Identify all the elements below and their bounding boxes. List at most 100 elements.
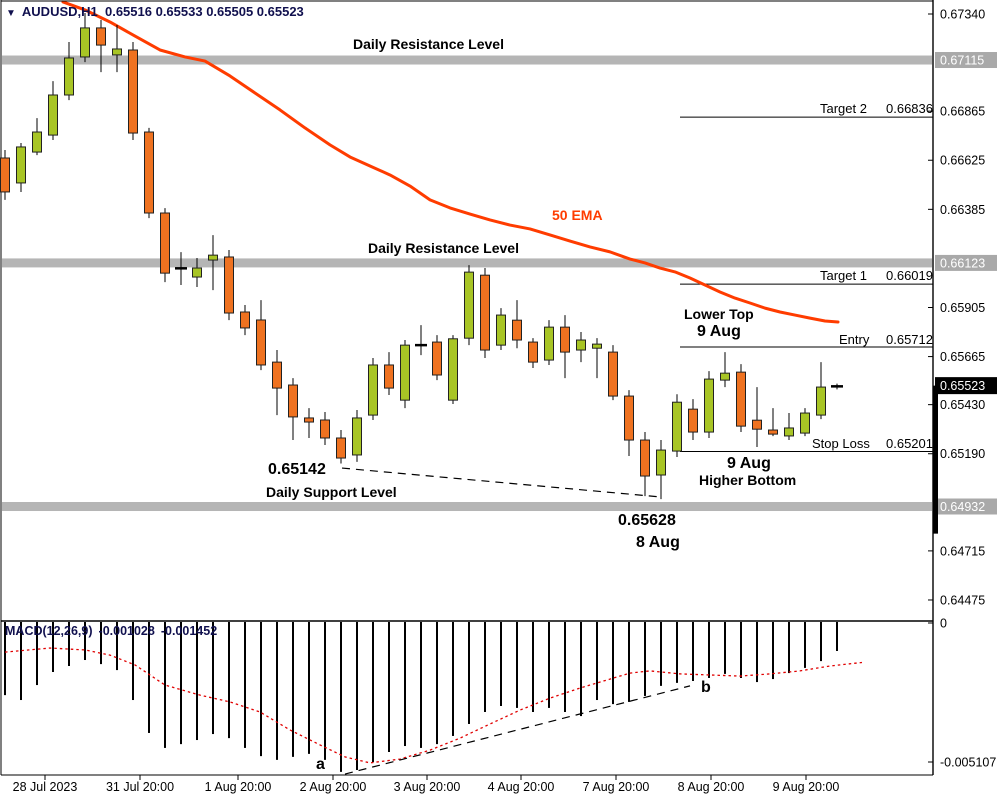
ema-50-line <box>61 0 840 324</box>
bear-candle <box>304 417 314 423</box>
price-axis-label: 0.64475 <box>940 593 985 607</box>
bear-candle <box>128 49 138 134</box>
bull-candle <box>448 338 458 401</box>
price-axis-label: 0.65905 <box>940 301 985 315</box>
bull-candle <box>672 401 682 452</box>
bull-candle <box>415 343 427 347</box>
bear-candle <box>320 419 330 439</box>
bear-candle <box>0 157 10 193</box>
band-price-chip-label: 0.64932 <box>940 500 985 514</box>
chart-title-bar: ▼ AUDUSD,H1 0.65516 0.65533 0.65505 0.655… <box>6 4 304 19</box>
resistance-support-band <box>2 55 932 65</box>
bull-candle <box>352 417 362 456</box>
price-axis-label: 0.64715 <box>940 544 985 558</box>
bull-candle <box>464 271 474 339</box>
bull-candle <box>192 267 202 278</box>
time-axis-label: 7 Aug 20:00 <box>583 780 650 794</box>
bull-candle <box>831 385 843 388</box>
bear-candle <box>432 341 442 376</box>
bear-candle <box>384 364 394 389</box>
symbol-title: AUDUSD,H1 <box>21 4 98 19</box>
axis-marker-bar <box>933 385 938 534</box>
price-divergence-trendline <box>341 467 663 498</box>
bull-candle <box>576 339 586 351</box>
current-price-chip <box>935 377 997 395</box>
bull-candle <box>400 344 410 401</box>
time-axis-label: 31 Jul 20:00 <box>106 780 174 794</box>
price-axis-label: 0.65665 <box>940 350 985 364</box>
bull-candle <box>48 94 58 136</box>
bear-candle <box>608 351 618 397</box>
bear-candle <box>175 267 187 270</box>
time-axis-label: 28 Jul 2023 <box>13 780 78 794</box>
macd-histogram <box>4 622 838 772</box>
band-price-chip-label: 0.66123 <box>940 256 985 270</box>
bear-candle <box>736 371 746 427</box>
bear-candle <box>288 384 298 418</box>
bull-candle <box>80 27 90 58</box>
time-axis-label: 3 Aug 20:00 <box>394 780 461 794</box>
macd-indicator-readout: MACD(12,26,9) -0.001028 -0.001452 <box>5 624 223 638</box>
bear-candle <box>640 439 650 477</box>
band-price-chip <box>935 52 997 69</box>
bear-candle <box>512 319 522 341</box>
macd-signal-value: -0.001452 <box>160 624 218 638</box>
bull-candle <box>704 378 714 433</box>
bear-candle <box>480 274 490 351</box>
bull-candle <box>656 449 666 476</box>
price-axis-label: 0.65430 <box>940 398 985 412</box>
price-axis-label: 0.67340 <box>940 8 985 22</box>
bull-candle <box>32 131 42 153</box>
bull-candle <box>64 57 74 96</box>
bear-candle <box>96 27 106 46</box>
macd-divergence-trendline <box>344 685 691 775</box>
bear-candle <box>768 429 778 435</box>
macd-name: MACD(12,26,9) <box>5 624 93 638</box>
current-price-chip-label: 0.65523 <box>940 379 985 393</box>
bear-candle <box>240 311 250 329</box>
resistance-support-band <box>2 502 932 512</box>
price-axis-label: 0.66625 <box>940 154 985 168</box>
bear-candle <box>752 419 762 430</box>
bull-candle <box>112 48 122 56</box>
bear-candle <box>560 326 570 353</box>
resistance-support-band <box>2 258 932 268</box>
bear-candle <box>624 395 634 441</box>
price-axis-label: 0.65190 <box>940 447 985 461</box>
bear-candle <box>688 408 698 433</box>
band-price-chip <box>935 498 997 515</box>
bull-candle <box>816 386 826 416</box>
macd-axis-label: 0 <box>940 617 947 631</box>
price-axis-label: 0.66385 <box>940 203 985 217</box>
bear-candle <box>224 256 234 314</box>
bear-candle <box>336 437 346 459</box>
bull-candle <box>544 326 554 361</box>
bull-candle <box>368 364 378 416</box>
time-axis-label: 9 Aug 20:00 <box>773 780 840 794</box>
bull-candle <box>208 254 218 261</box>
bull-candle <box>800 412 810 434</box>
bull-candle <box>720 372 730 381</box>
bull-candle <box>496 314 506 346</box>
time-axis-label: 8 Aug 20:00 <box>678 780 745 794</box>
macd-axis-label: -0.005107 <box>940 756 996 770</box>
band-price-chip <box>935 254 997 271</box>
candles <box>0 12 843 500</box>
price-axis-label: 0.66865 <box>940 105 985 119</box>
bear-candle <box>528 341 538 363</box>
bear-candle <box>160 212 170 274</box>
bear-candle <box>272 361 282 389</box>
macd-main-value: -0.001028 <box>98 624 155 638</box>
bull-candle <box>16 146 26 184</box>
bull-candle <box>592 343 602 349</box>
time-axis-label: 1 Aug 20:00 <box>205 780 272 794</box>
bear-candle <box>256 319 266 366</box>
bull-candle <box>784 427 794 437</box>
band-price-chip-label: 0.67115 <box>940 54 984 68</box>
time-axis-label: 4 Aug 20:00 <box>488 780 555 794</box>
bear-candle <box>144 131 154 214</box>
symbol-dropdown-icon[interactable]: ▼ <box>6 8 16 19</box>
ohlc-readout: 0.65516 0.65533 0.65505 0.65523 <box>104 4 304 19</box>
